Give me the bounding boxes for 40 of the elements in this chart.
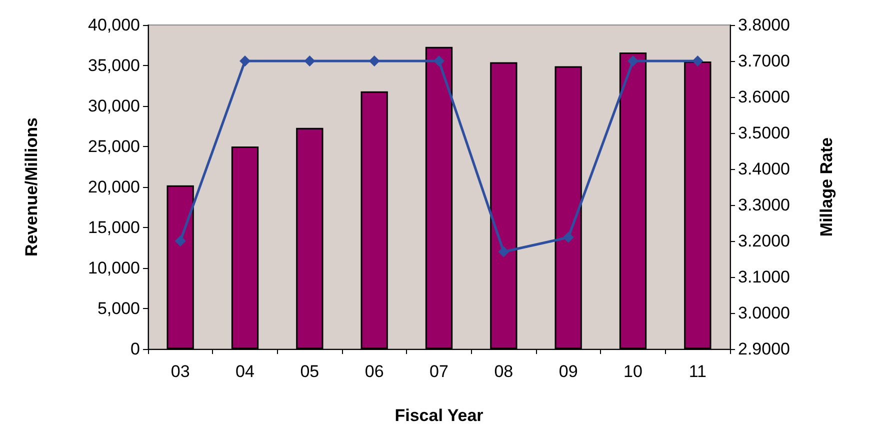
x-tick-label: 11	[688, 362, 706, 381]
y-tick-label: 15,000	[88, 218, 140, 237]
y-tick-label: 35,000	[88, 56, 140, 75]
y-tick-label: 40,000	[88, 16, 140, 34]
y2-tick-label: 3.0000	[738, 304, 790, 322]
y2-axis-title: Millage Rate	[817, 137, 836, 237]
point	[174, 236, 186, 246]
x-tick-label: 10	[624, 362, 642, 381]
x-tick-label: 04	[236, 362, 254, 381]
y2-tick-label: 3.6000	[738, 88, 790, 106]
point	[240, 56, 250, 66]
y2-tick-label: 3.5000	[738, 124, 790, 142]
x-tick-label: 05	[300, 362, 320, 381]
y2-tick-label: 3.3000	[738, 196, 790, 214]
point	[498, 246, 510, 258]
x-tick-label: 06	[364, 362, 384, 381]
point	[368, 56, 380, 66]
y-tick-label: 25,000	[88, 137, 140, 156]
y2-tick-label: 3.1000	[738, 268, 790, 286]
y-tick-label: 30,000	[88, 96, 140, 116]
y2-tick-label: 2.9000	[738, 340, 790, 358]
y2-tick-label: 3.7000	[738, 52, 790, 70]
x-tick-label: 08	[494, 362, 514, 381]
y-tick-label: 0	[130, 340, 140, 358]
point	[304, 56, 316, 66]
y2-tick-label: 3.8000	[738, 16, 790, 34]
x-tick-label: 03	[170, 362, 190, 381]
x-tick-label: 07	[430, 362, 448, 381]
x-axis-title: Fiscal Year	[394, 406, 484, 425]
y2-tick-label: 3.2000	[738, 232, 790, 250]
y2-tick-label: 3.4000	[738, 160, 790, 178]
y-axis-title: Revenue/Millions	[22, 118, 41, 256]
point	[692, 56, 704, 66]
x-tick-label: 09	[558, 362, 578, 381]
point	[434, 56, 444, 66]
point	[628, 56, 638, 66]
y-tick-label: 10,000	[88, 258, 140, 278]
y-tick-label: 5,000	[97, 299, 140, 318]
y-tick-label: 20,000	[88, 178, 140, 196]
point	[562, 232, 574, 243]
